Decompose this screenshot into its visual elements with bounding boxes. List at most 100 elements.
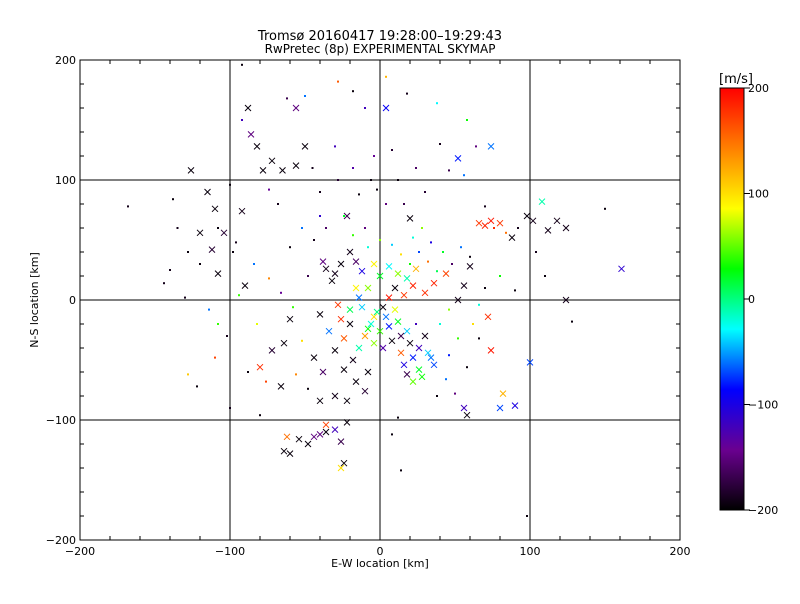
data-point-cross bbox=[361, 387, 369, 395]
data-point-dot bbox=[343, 215, 345, 217]
data-point-cross bbox=[373, 308, 381, 316]
data-point-cross bbox=[292, 162, 300, 169]
data-point-dot bbox=[571, 320, 573, 323]
data-point-cross bbox=[496, 219, 504, 227]
data-point-dot bbox=[409, 263, 411, 265]
data-point-dot bbox=[256, 323, 258, 325]
data-point-dot bbox=[457, 337, 459, 340]
data-point-cross bbox=[562, 224, 570, 232]
data-point-cross bbox=[361, 332, 369, 340]
data-point-dot bbox=[127, 205, 129, 208]
x-axis-label: E-W location [km] bbox=[331, 557, 429, 570]
data-point-dot bbox=[176, 227, 179, 229]
data-point-dot bbox=[319, 191, 321, 193]
data-point-cross bbox=[337, 260, 345, 268]
data-point-dot bbox=[454, 392, 456, 395]
data-point-cross bbox=[385, 263, 393, 270]
data-point-cross bbox=[277, 383, 285, 390]
data-point-dot bbox=[493, 227, 495, 229]
data-point-cross bbox=[247, 131, 255, 138]
data-point-cross bbox=[280, 339, 288, 347]
y-tick-labels: −200 −100 0 100 200 bbox=[46, 54, 76, 547]
data-point-dot bbox=[397, 179, 399, 181]
data-point-dot bbox=[436, 270, 438, 273]
data-point-cross bbox=[244, 104, 252, 112]
data-point-dot bbox=[238, 294, 240, 297]
data-point-dot bbox=[208, 308, 210, 311]
data-point-dot bbox=[325, 227, 327, 229]
data-point-cross bbox=[343, 212, 351, 220]
data-point-dot bbox=[358, 193, 360, 196]
data-point-dot bbox=[376, 188, 378, 191]
data-point-dot bbox=[277, 203, 279, 205]
data-point-dot bbox=[427, 260, 429, 263]
data-point-dot bbox=[604, 207, 606, 210]
data-point-dot bbox=[463, 174, 465, 177]
data-point-dot bbox=[466, 119, 468, 121]
data-point-dot bbox=[514, 289, 516, 292]
data-point-cross bbox=[370, 339, 378, 347]
data-point-cross bbox=[415, 366, 423, 373]
data-point-dot bbox=[226, 335, 228, 337]
colorbar bbox=[719, 87, 745, 511]
data-point-dot bbox=[478, 337, 480, 340]
data-point-dot bbox=[253, 263, 255, 265]
x-tick-label: 0 bbox=[377, 545, 384, 558]
data-point-dot bbox=[217, 227, 219, 229]
data-point-dot bbox=[364, 107, 366, 109]
data-point-dot bbox=[517, 227, 519, 229]
data-point-cross bbox=[364, 325, 372, 333]
y-tick-label: 0 bbox=[69, 294, 76, 307]
data-point-dot bbox=[184, 296, 186, 299]
data-point-dot bbox=[304, 95, 306, 97]
data-point-cross bbox=[421, 332, 429, 340]
colorbar-tick-label: 100 bbox=[748, 188, 769, 201]
data-point-cross bbox=[442, 270, 450, 277]
data-point-cross bbox=[238, 207, 246, 215]
data-point-dot bbox=[319, 215, 321, 217]
data-point-cross bbox=[397, 349, 405, 357]
data-point-cross bbox=[310, 354, 318, 361]
data-point-cross bbox=[382, 104, 390, 112]
data-point-dot bbox=[436, 395, 438, 397]
data-point-cross bbox=[499, 390, 507, 397]
data-point-dot bbox=[352, 234, 354, 237]
data-point-cross bbox=[331, 392, 339, 400]
data-point-cross bbox=[379, 303, 387, 311]
data-point-cross bbox=[391, 306, 399, 313]
data-point-cross bbox=[460, 404, 468, 412]
data-point-cross bbox=[424, 349, 432, 357]
colorbar-tick-label: 200 bbox=[748, 82, 769, 95]
x-tick-label: 200 bbox=[670, 545, 691, 558]
data-point-cross bbox=[334, 301, 342, 309]
data-point-cross bbox=[400, 291, 408, 299]
y-tick-label: 100 bbox=[55, 174, 76, 187]
data-point-dot bbox=[370, 179, 372, 181]
data-point-cross bbox=[286, 315, 294, 323]
data-point-cross bbox=[358, 303, 366, 311]
data-point-dot bbox=[403, 203, 405, 205]
data-point-dot bbox=[451, 263, 453, 265]
data-point-cross bbox=[343, 397, 351, 405]
data-point-cross bbox=[340, 335, 348, 342]
chart-title: Tromsø 20160417 19:28:00–19:29:43 bbox=[257, 29, 502, 44]
data-point-cross bbox=[430, 361, 438, 369]
data-point-cross bbox=[358, 267, 366, 275]
data-point-cross bbox=[355, 294, 363, 301]
data-point-dot bbox=[385, 203, 387, 205]
data-point-cross bbox=[382, 313, 390, 321]
data-points bbox=[127, 63, 625, 517]
data-point-cross bbox=[430, 279, 438, 287]
data-point-dot bbox=[313, 239, 315, 241]
data-point-cross bbox=[487, 143, 495, 150]
data-point-dot bbox=[406, 92, 408, 95]
data-point-cross bbox=[511, 402, 519, 409]
data-point-dot bbox=[307, 275, 309, 277]
data-point-dot bbox=[229, 407, 231, 409]
data-point-cross bbox=[421, 289, 429, 297]
colorbar-tick-label: −100 bbox=[748, 399, 778, 412]
data-point-cross bbox=[346, 306, 354, 313]
data-point-cross bbox=[394, 270, 402, 277]
data-point-dot bbox=[415, 167, 417, 169]
data-point-cross bbox=[211, 205, 219, 213]
